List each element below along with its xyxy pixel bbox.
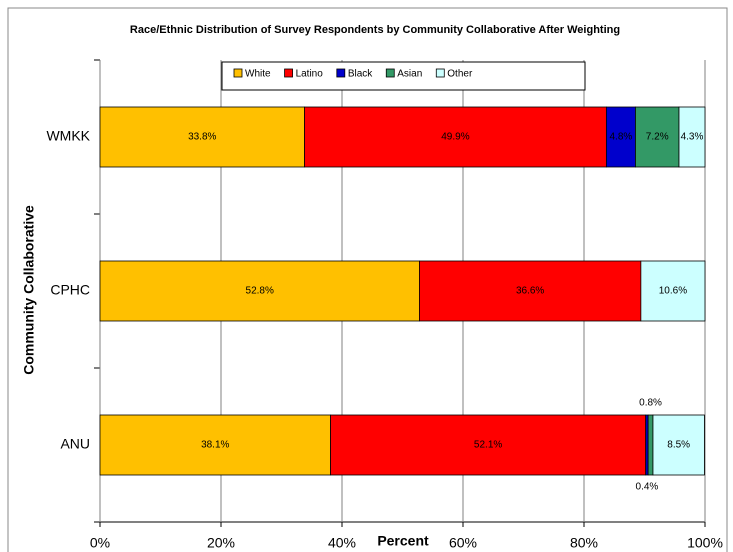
bar-segment — [330, 414, 647, 476]
bar-segment — [635, 106, 680, 168]
y-tick-label: WMKK — [46, 128, 90, 144]
data-label: 36.6% — [516, 286, 544, 297]
bar-segment — [99, 106, 305, 168]
data-label: 33.8% — [188, 132, 216, 143]
data-label: 8.5% — [667, 440, 690, 451]
bar-segment — [304, 106, 607, 168]
bar-segment — [99, 260, 420, 322]
data-label: 4.8% — [610, 132, 633, 143]
x-tick-label: 20% — [207, 535, 235, 551]
x-tick-label: 40% — [328, 535, 356, 551]
bar-segment — [605, 106, 636, 168]
bar-segment — [419, 260, 642, 322]
legend-label: Asian — [397, 69, 422, 80]
legend-box — [221, 61, 586, 91]
x-tick-label: 100% — [687, 535, 723, 551]
legend-label: Other — [447, 69, 473, 80]
data-label: 0.4% — [636, 482, 659, 493]
bar-segment — [647, 414, 654, 476]
data-label: 0.8% — [639, 398, 662, 409]
legend-swatch — [233, 68, 243, 78]
legend-label: White — [245, 69, 271, 80]
bar-segment — [640, 260, 706, 322]
data-label: 38.1% — [201, 440, 229, 451]
data-label: 49.9% — [441, 132, 469, 143]
bar-segment — [652, 414, 705, 476]
x-axis-label: Percent — [377, 533, 429, 549]
bar-segment — [678, 106, 706, 168]
legend-swatch — [385, 68, 395, 78]
data-label: 10.6% — [659, 286, 687, 297]
x-tick-label: 60% — [449, 535, 477, 551]
y-tick-label: ANU — [60, 436, 90, 452]
chart-title: Race/Ethnic Distribution of Survey Respo… — [130, 24, 620, 36]
legend-label: Black — [348, 69, 373, 80]
y-axis-label: Community Collaborative — [21, 205, 37, 375]
data-label: 52.8% — [246, 286, 274, 297]
x-tick-label: 80% — [570, 535, 598, 551]
y-tick-label: CPHC — [50, 282, 90, 298]
data-label: 4.3% — [681, 132, 704, 143]
legend-swatch — [435, 68, 445, 78]
legend-swatch — [336, 68, 346, 78]
data-label: 7.2% — [646, 132, 669, 143]
data-label: 52.1% — [474, 440, 502, 451]
legend-label: Latino — [296, 69, 324, 80]
legend-swatch — [284, 68, 293, 78]
x-tick-label: 0% — [90, 535, 110, 551]
